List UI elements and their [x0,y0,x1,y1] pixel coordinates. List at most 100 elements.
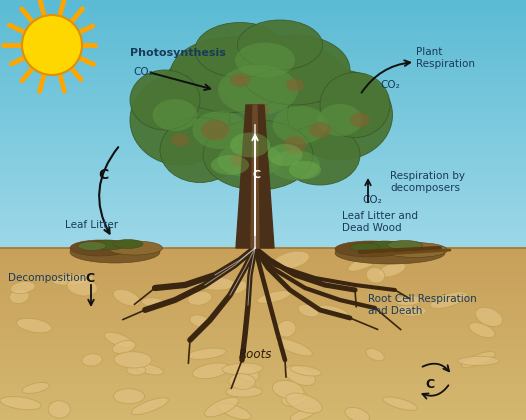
Ellipse shape [11,281,35,294]
Ellipse shape [458,356,499,365]
Ellipse shape [113,341,136,354]
Ellipse shape [190,315,210,327]
Text: Root Cell Respiration
and Death: Root Cell Respiration and Death [368,294,477,316]
Ellipse shape [136,364,164,375]
Ellipse shape [319,305,349,318]
Ellipse shape [158,35,358,165]
Ellipse shape [160,118,240,183]
Ellipse shape [280,125,360,185]
Ellipse shape [22,383,49,394]
Ellipse shape [104,332,133,347]
Ellipse shape [170,37,290,113]
Ellipse shape [378,262,406,277]
Ellipse shape [461,352,495,368]
Ellipse shape [272,381,304,399]
Ellipse shape [382,242,448,257]
Text: Photosynthesis: Photosynthesis [130,48,226,58]
Ellipse shape [141,298,166,307]
Text: CO₂: CO₂ [380,80,400,90]
Ellipse shape [218,65,298,115]
Ellipse shape [251,103,269,117]
Ellipse shape [201,120,229,140]
Ellipse shape [193,363,230,379]
Ellipse shape [366,268,385,283]
Ellipse shape [90,240,126,250]
Ellipse shape [430,292,468,309]
Ellipse shape [203,120,313,190]
Ellipse shape [285,365,316,386]
Ellipse shape [16,318,52,333]
Ellipse shape [130,75,230,165]
Ellipse shape [130,70,200,130]
Ellipse shape [171,134,189,147]
Ellipse shape [469,323,495,338]
Ellipse shape [335,241,405,257]
Text: C: C [253,170,261,180]
Text: C: C [98,168,108,182]
Ellipse shape [82,354,102,366]
Ellipse shape [290,365,321,376]
Ellipse shape [114,389,145,404]
Text: CO₂: CO₂ [362,195,382,205]
Ellipse shape [290,409,315,420]
Ellipse shape [257,291,291,303]
Ellipse shape [286,393,322,413]
Ellipse shape [195,23,285,78]
Ellipse shape [0,396,41,410]
Ellipse shape [9,289,29,304]
Ellipse shape [211,155,249,175]
Ellipse shape [217,142,282,178]
Text: C: C [85,271,94,284]
Ellipse shape [318,104,362,136]
Ellipse shape [113,239,143,249]
Text: Leaf Litter and
Dead Wood: Leaf Litter and Dead Wood [342,211,418,233]
Ellipse shape [230,132,270,158]
Ellipse shape [396,305,426,316]
Ellipse shape [277,320,296,337]
Ellipse shape [268,144,302,166]
Polygon shape [236,105,274,248]
Ellipse shape [383,397,417,410]
Ellipse shape [350,113,370,128]
Ellipse shape [282,390,307,407]
Ellipse shape [348,254,382,271]
Ellipse shape [235,42,295,78]
Circle shape [22,15,82,75]
Ellipse shape [193,111,248,149]
Ellipse shape [230,73,250,87]
Ellipse shape [114,352,152,368]
Ellipse shape [273,251,309,269]
Ellipse shape [286,79,304,92]
Ellipse shape [238,20,322,70]
Ellipse shape [205,397,238,417]
Ellipse shape [226,386,262,397]
Ellipse shape [53,274,94,285]
Ellipse shape [131,398,168,415]
Ellipse shape [289,161,321,179]
Ellipse shape [335,242,445,264]
Text: CO₂: CO₂ [133,67,153,77]
Ellipse shape [222,363,263,375]
Ellipse shape [67,278,97,296]
Ellipse shape [188,291,212,305]
Ellipse shape [309,122,331,138]
Polygon shape [251,105,259,248]
Ellipse shape [275,339,312,356]
Ellipse shape [218,403,251,420]
Ellipse shape [345,407,370,420]
Ellipse shape [270,150,320,180]
Ellipse shape [350,243,380,251]
Ellipse shape [48,401,70,418]
Ellipse shape [288,70,392,160]
Ellipse shape [272,106,328,144]
Ellipse shape [70,240,130,256]
Ellipse shape [298,304,319,317]
Text: Decomposition: Decomposition [8,273,86,283]
Ellipse shape [237,366,259,382]
Text: C: C [426,378,434,391]
Ellipse shape [70,241,160,263]
Ellipse shape [396,295,421,306]
Ellipse shape [320,73,390,137]
Text: Leaf Litter: Leaf Litter [65,220,118,230]
Ellipse shape [229,281,247,294]
